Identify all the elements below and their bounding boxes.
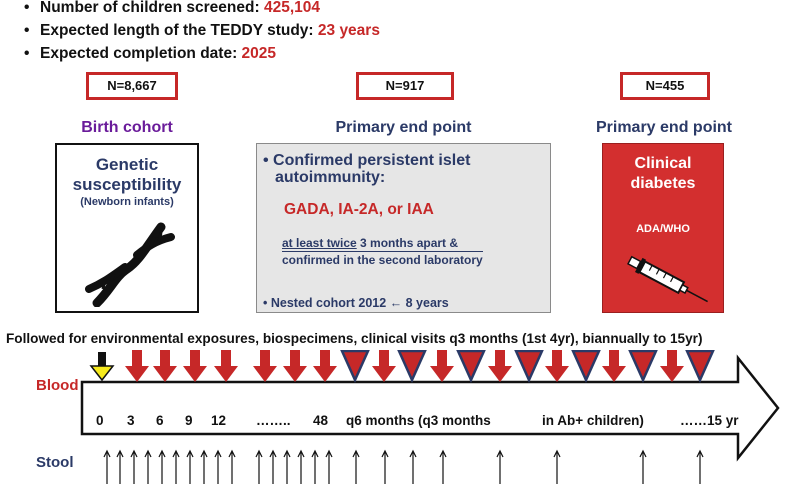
stool-arrow-icon	[116, 449, 124, 484]
stool-arrow-icon	[214, 449, 222, 484]
blood-ab-arrow-icon	[397, 350, 427, 384]
stool-arrow-icon	[269, 449, 277, 484]
tick-q6-months: q6 months (q3 months	[346, 413, 491, 428]
genetic-susceptibility-box: Genetic susceptibility (Newborn infants)	[55, 143, 199, 313]
tick-0: 0	[96, 413, 104, 428]
blood-arrow-icon	[372, 350, 396, 382]
stool-arrow-icon	[130, 449, 138, 484]
stool-arrow-icon	[439, 449, 447, 484]
nested-cohort-text: • Nested cohort 2012 ← 8 years	[263, 296, 449, 310]
n-islet-autoimmunity: N=917	[356, 72, 454, 100]
blood-arrow-icon	[125, 350, 149, 382]
timeline-arrow	[80, 354, 780, 462]
tick-ab-positive: in Ab+ children)	[542, 413, 644, 428]
tick-12: 12	[211, 413, 227, 428]
blood-arrow-icon	[253, 350, 277, 382]
clinical-diabetes-box: Clinical diabetes ADA/WHO	[602, 143, 724, 313]
heading-primary-end-point-1: Primary end point	[335, 119, 472, 136]
blood-arrow-icon	[214, 350, 238, 382]
stool-arrow-icon	[496, 449, 504, 484]
confirmation-criteria-text: at least twice 3 months apart & confirme…	[282, 236, 483, 267]
blood-arrow-icon	[313, 350, 337, 382]
stool-arrow-icon	[103, 449, 111, 484]
stool-arrow-icon	[381, 449, 389, 484]
stool-arrow-icon	[186, 449, 194, 484]
blood-ab-arrow-icon	[571, 350, 601, 384]
newborn-subtitle: (Newborn infants)	[80, 196, 174, 208]
stool-arrow-icon	[200, 449, 208, 484]
tick-ellipsis: ……..	[256, 413, 291, 428]
confirmed-autoimmunity-text: • Confirmed persistent islet autoimmunit…	[263, 152, 471, 186]
stool-arrow-icon	[172, 449, 180, 484]
stool-arrow-icon	[325, 449, 333, 484]
stool-arrow-icon	[158, 449, 166, 484]
stool-label: Stool	[36, 454, 74, 471]
blood-arrow-icon	[488, 350, 512, 382]
stool-arrow-icon	[696, 449, 704, 484]
followup-statement: Followed for environmental exposures, bi…	[6, 331, 703, 346]
tick-6: 6	[156, 413, 164, 428]
blood-ab-arrow-icon	[340, 350, 370, 384]
summary-completion: • Expected completion date: 2025	[24, 45, 277, 62]
tick-3: 3	[127, 413, 135, 428]
stool-arrow-icon	[255, 449, 263, 484]
heading-birth-cohort: Birth cohort	[81, 119, 173, 136]
stool-arrow-icon	[228, 449, 236, 484]
blood-ab-arrow-icon	[685, 350, 715, 384]
stool-arrow-icon	[297, 449, 305, 484]
blood-ab-arrow-icon	[456, 350, 486, 384]
stool-arrow-icon	[553, 449, 561, 484]
stool-arrow-icon	[352, 449, 360, 484]
blood-arrow-icon	[183, 350, 207, 382]
summary-screened: • Number of children screened: 425,104	[24, 0, 320, 16]
blood-arrow-icon	[660, 350, 684, 382]
islet-autoimmunity-box: • Confirmed persistent islet autoimmunit…	[256, 143, 551, 313]
blood-ab-arrow-icon	[514, 350, 544, 384]
blood-arrow-icon	[545, 350, 569, 382]
tick-15yr: ……15 yr	[680, 413, 739, 428]
tick-48: 48	[313, 413, 329, 428]
clinical-diabetes-title: Clinical diabetes	[630, 155, 696, 192]
start-marker-icon	[89, 352, 115, 382]
antibodies-text: GADA, IA-2A, or IAA	[284, 201, 434, 218]
blood-ab-arrow-icon	[628, 350, 658, 384]
blood-arrow-icon	[602, 350, 626, 382]
stool-arrow-icon	[639, 449, 647, 484]
blood-label: Blood	[36, 377, 79, 394]
tick-9: 9	[185, 413, 193, 428]
blood-arrow-icon	[153, 350, 177, 382]
stool-arrow-icon	[409, 449, 417, 484]
summary-length: • Expected length of the TEDDY study: 23 …	[24, 22, 380, 39]
genetic-title: Genetic susceptibility	[72, 155, 182, 194]
timeline-graphic	[80, 350, 780, 484]
n-birth-cohort: N=8,667	[86, 72, 178, 100]
ada-who-label: ADA/WHO	[636, 223, 690, 235]
heading-primary-end-point-2: Primary end point	[595, 119, 733, 136]
blood-arrow-icon	[283, 350, 307, 382]
blood-arrow-icon	[430, 350, 454, 382]
stool-arrow-icon	[283, 449, 291, 484]
dna-icon	[85, 222, 175, 307]
stool-arrow-icon	[144, 449, 152, 484]
stool-arrow-icon	[311, 449, 319, 484]
n-clinical-diabetes: N=455	[620, 72, 710, 100]
syringe-icon	[627, 255, 708, 303]
